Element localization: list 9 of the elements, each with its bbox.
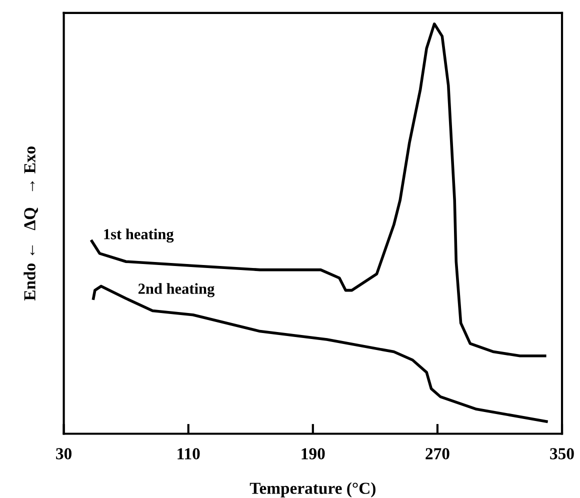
x-tick-label: 270 [426,448,450,460]
x-tick-label: 110 [178,448,200,460]
series-label: 2nd heating [138,283,215,298]
x-tick-label: 350 [550,448,574,460]
x-axis-title: Temperature (°C) [250,482,376,498]
series-label: 1st heating [104,228,174,243]
x-tick-label: 30 [56,448,72,460]
x-tick-label: 190 [302,448,325,460]
y-axis-title: Endo ← ΔQ → Exo [24,146,38,301]
